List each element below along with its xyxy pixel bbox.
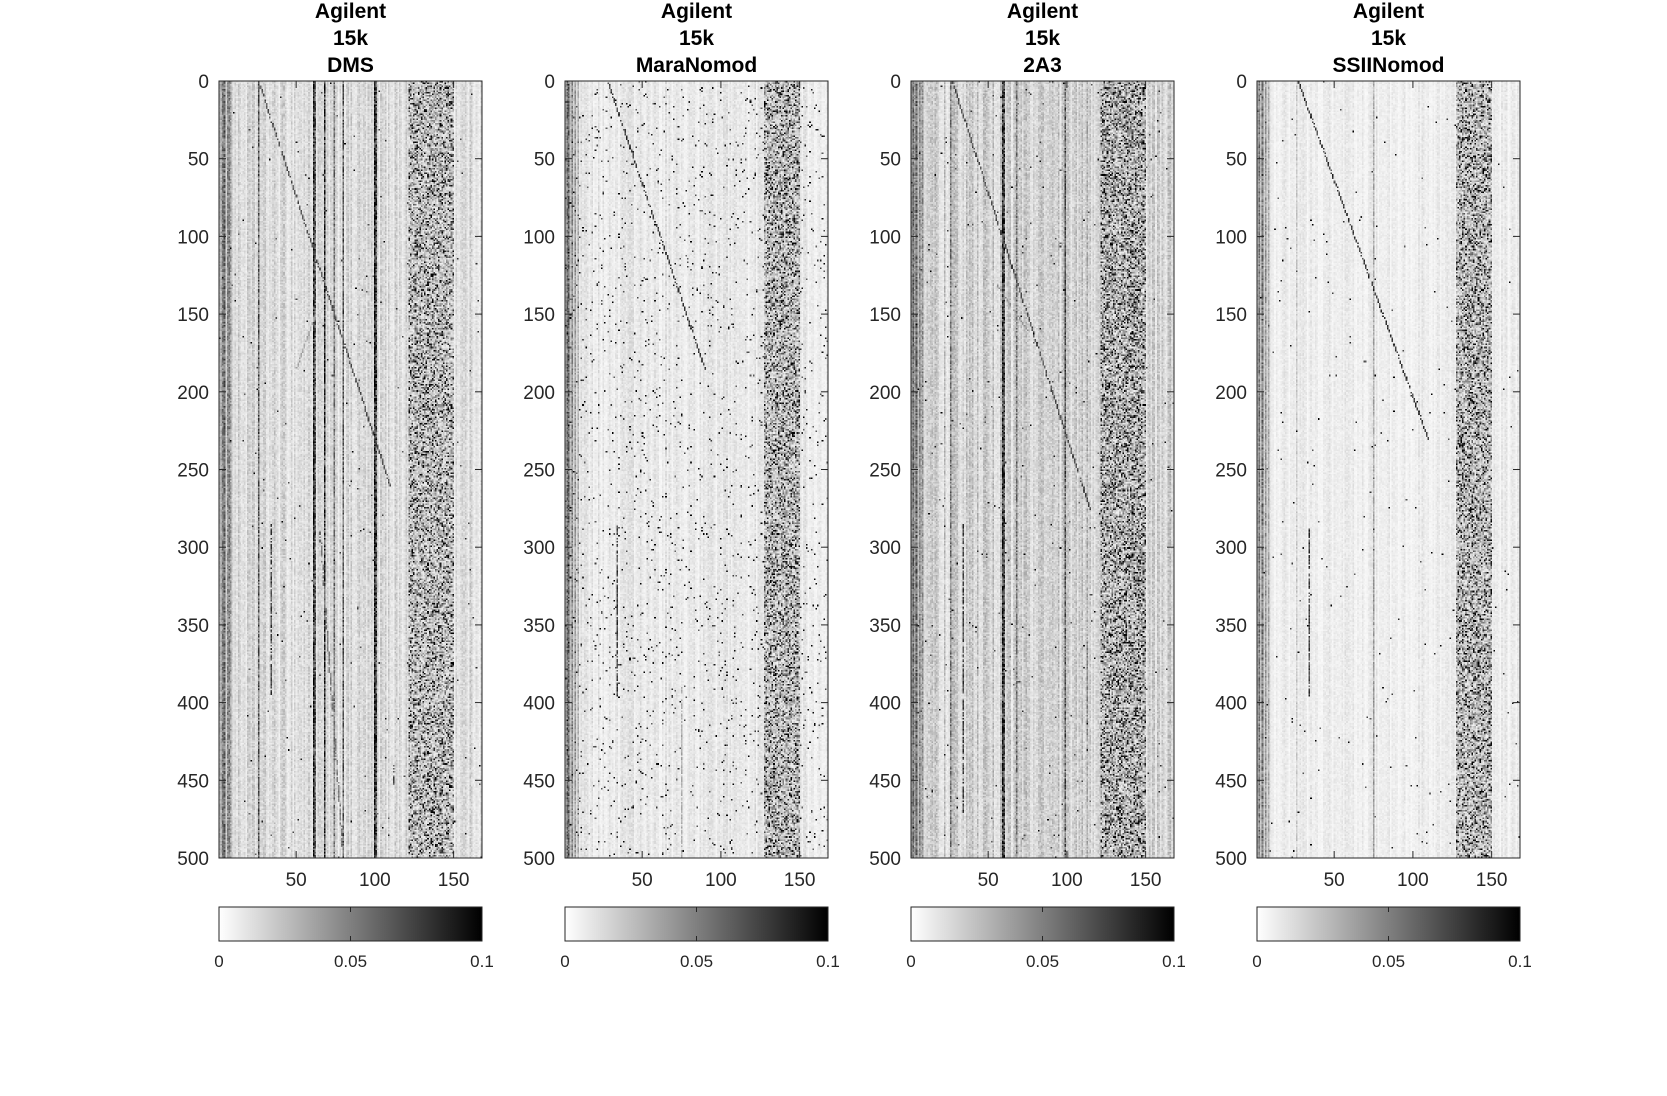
panel-title-line: 15k [1371,27,1406,50]
x-tick-label: 150 [1476,870,1508,891]
y-tick-label: 500 [869,849,901,870]
y-tick-label: 400 [1215,694,1247,715]
x-tick-label: 50 [632,870,653,891]
y-tick-label: 100 [1215,227,1247,248]
y-tick-label: 150 [177,305,209,326]
y-tick-label: 50 [1226,150,1247,171]
panel-title-line: 15k [333,27,368,50]
x-tick-label: 150 [784,870,816,891]
panel-title-line: SSIINomod [1332,54,1444,77]
y-tick-label: 400 [869,694,901,715]
y-tick-label: 450 [1215,771,1247,792]
y-tick-label: 350 [1215,616,1247,637]
y-tick-label: 300 [869,538,901,559]
y-tick-label: 500 [1215,849,1247,870]
panel-title-line: Agilent [1353,0,1424,23]
y-tick-label: 300 [523,538,555,559]
heatmap-panel-4: Agilent 15k SSIINomod 0 50 100 150 200 250 300 350… [1215,0,1532,971]
heatmap-image [565,81,828,858]
y-tick-label: 450 [177,771,209,792]
y-tick-label: 350 [177,616,209,637]
y-tick-label: 50 [188,150,209,171]
y-tick-label: 250 [1215,461,1247,482]
y-tick-label: 150 [523,305,555,326]
y-tick-label: 50 [880,150,901,171]
y-tick-label: 150 [1215,305,1247,326]
colorbar-tick-label: 0.1 [816,952,840,971]
y-tick-label: 0 [1236,72,1247,93]
x-tick-label: 100 [705,870,737,891]
y-tick-label: 250 [177,461,209,482]
x-tick-label: 150 [438,870,470,891]
y-tick-label: 450 [869,771,901,792]
panel-title-line: 15k [1025,27,1060,50]
y-tick-label: 0 [890,72,901,93]
panel-title-line: DMS [327,54,374,77]
colorbar [218,906,483,942]
y-tick-label: 300 [1215,538,1247,559]
x-tick-label: 50 [1324,870,1345,891]
y-tick-label: 100 [869,227,901,248]
x-tick-label: 100 [1397,870,1429,891]
y-tick-label: 100 [177,227,209,248]
colorbar [910,906,1175,942]
colorbar [1256,906,1521,942]
colorbar-tick-label: 0 [214,952,223,971]
colorbar-tick-label: 0.05 [334,952,367,971]
y-tick-label: 50 [534,150,555,171]
y-tick-label: 250 [869,461,901,482]
y-tick-label: 200 [523,383,555,404]
heatmap-image [219,81,482,858]
x-tick-label: 100 [359,870,391,891]
y-tick-label: 400 [177,694,209,715]
colorbar [564,906,829,942]
x-tick-label: 50 [286,870,307,891]
colorbar-tick-label: 0 [1252,952,1261,971]
y-tick-label: 150 [869,305,901,326]
y-tick-label: 200 [869,383,901,404]
colorbar-tick-label: 0.05 [1026,952,1059,971]
y-tick-label: 350 [523,616,555,637]
y-tick-label: 300 [177,538,209,559]
x-tick-label: 100 [1051,870,1083,891]
panel-title-line: Agilent [315,0,386,23]
y-tick-label: 0 [544,72,555,93]
y-tick-label: 400 [523,694,555,715]
colorbar-tick-label: 0 [560,952,569,971]
colorbar-tick-label: 0.1 [470,952,494,971]
x-tick-label: 50 [978,870,999,891]
y-tick-label: 200 [177,383,209,404]
y-tick-label: 100 [523,227,555,248]
heatmap-image [1257,81,1520,858]
panel-title-line: MaraNomod [636,54,757,77]
panel-title-line: 2A3 [1023,54,1062,77]
y-tick-label: 500 [523,849,555,870]
panel-title-line: Agilent [661,0,732,23]
y-tick-label: 450 [523,771,555,792]
colorbar-tick-label: 0.1 [1162,952,1186,971]
y-tick-label: 0 [198,72,209,93]
panel-title-line: 15k [679,27,714,50]
heatmap-panel-2: Agilent 15k MaraNomod 0 50 100 150 200 250 300 350… [523,0,840,971]
heatmap-image [911,81,1174,858]
y-tick-label: 250 [523,461,555,482]
panel-title-line: Agilent [1007,0,1078,23]
colorbar-tick-label: 0.05 [1372,952,1405,971]
y-tick-label: 500 [177,849,209,870]
colorbar-tick-label: 0.05 [680,952,713,971]
y-tick-label: 350 [869,616,901,637]
heatmap-panel-1: Agilent 15k DMS 0 50 100 150 200 250 300 350 400 450… [177,0,494,971]
colorbar-tick-label: 0 [906,952,915,971]
heatmap-panel-3: Agilent 15k 2A3 0 50 100 150 200 250 300 350 400 450… [869,0,1186,971]
x-tick-label: 150 [1130,870,1162,891]
colorbar-tick-label: 0.1 [1508,952,1532,971]
y-tick-label: 200 [1215,383,1247,404]
